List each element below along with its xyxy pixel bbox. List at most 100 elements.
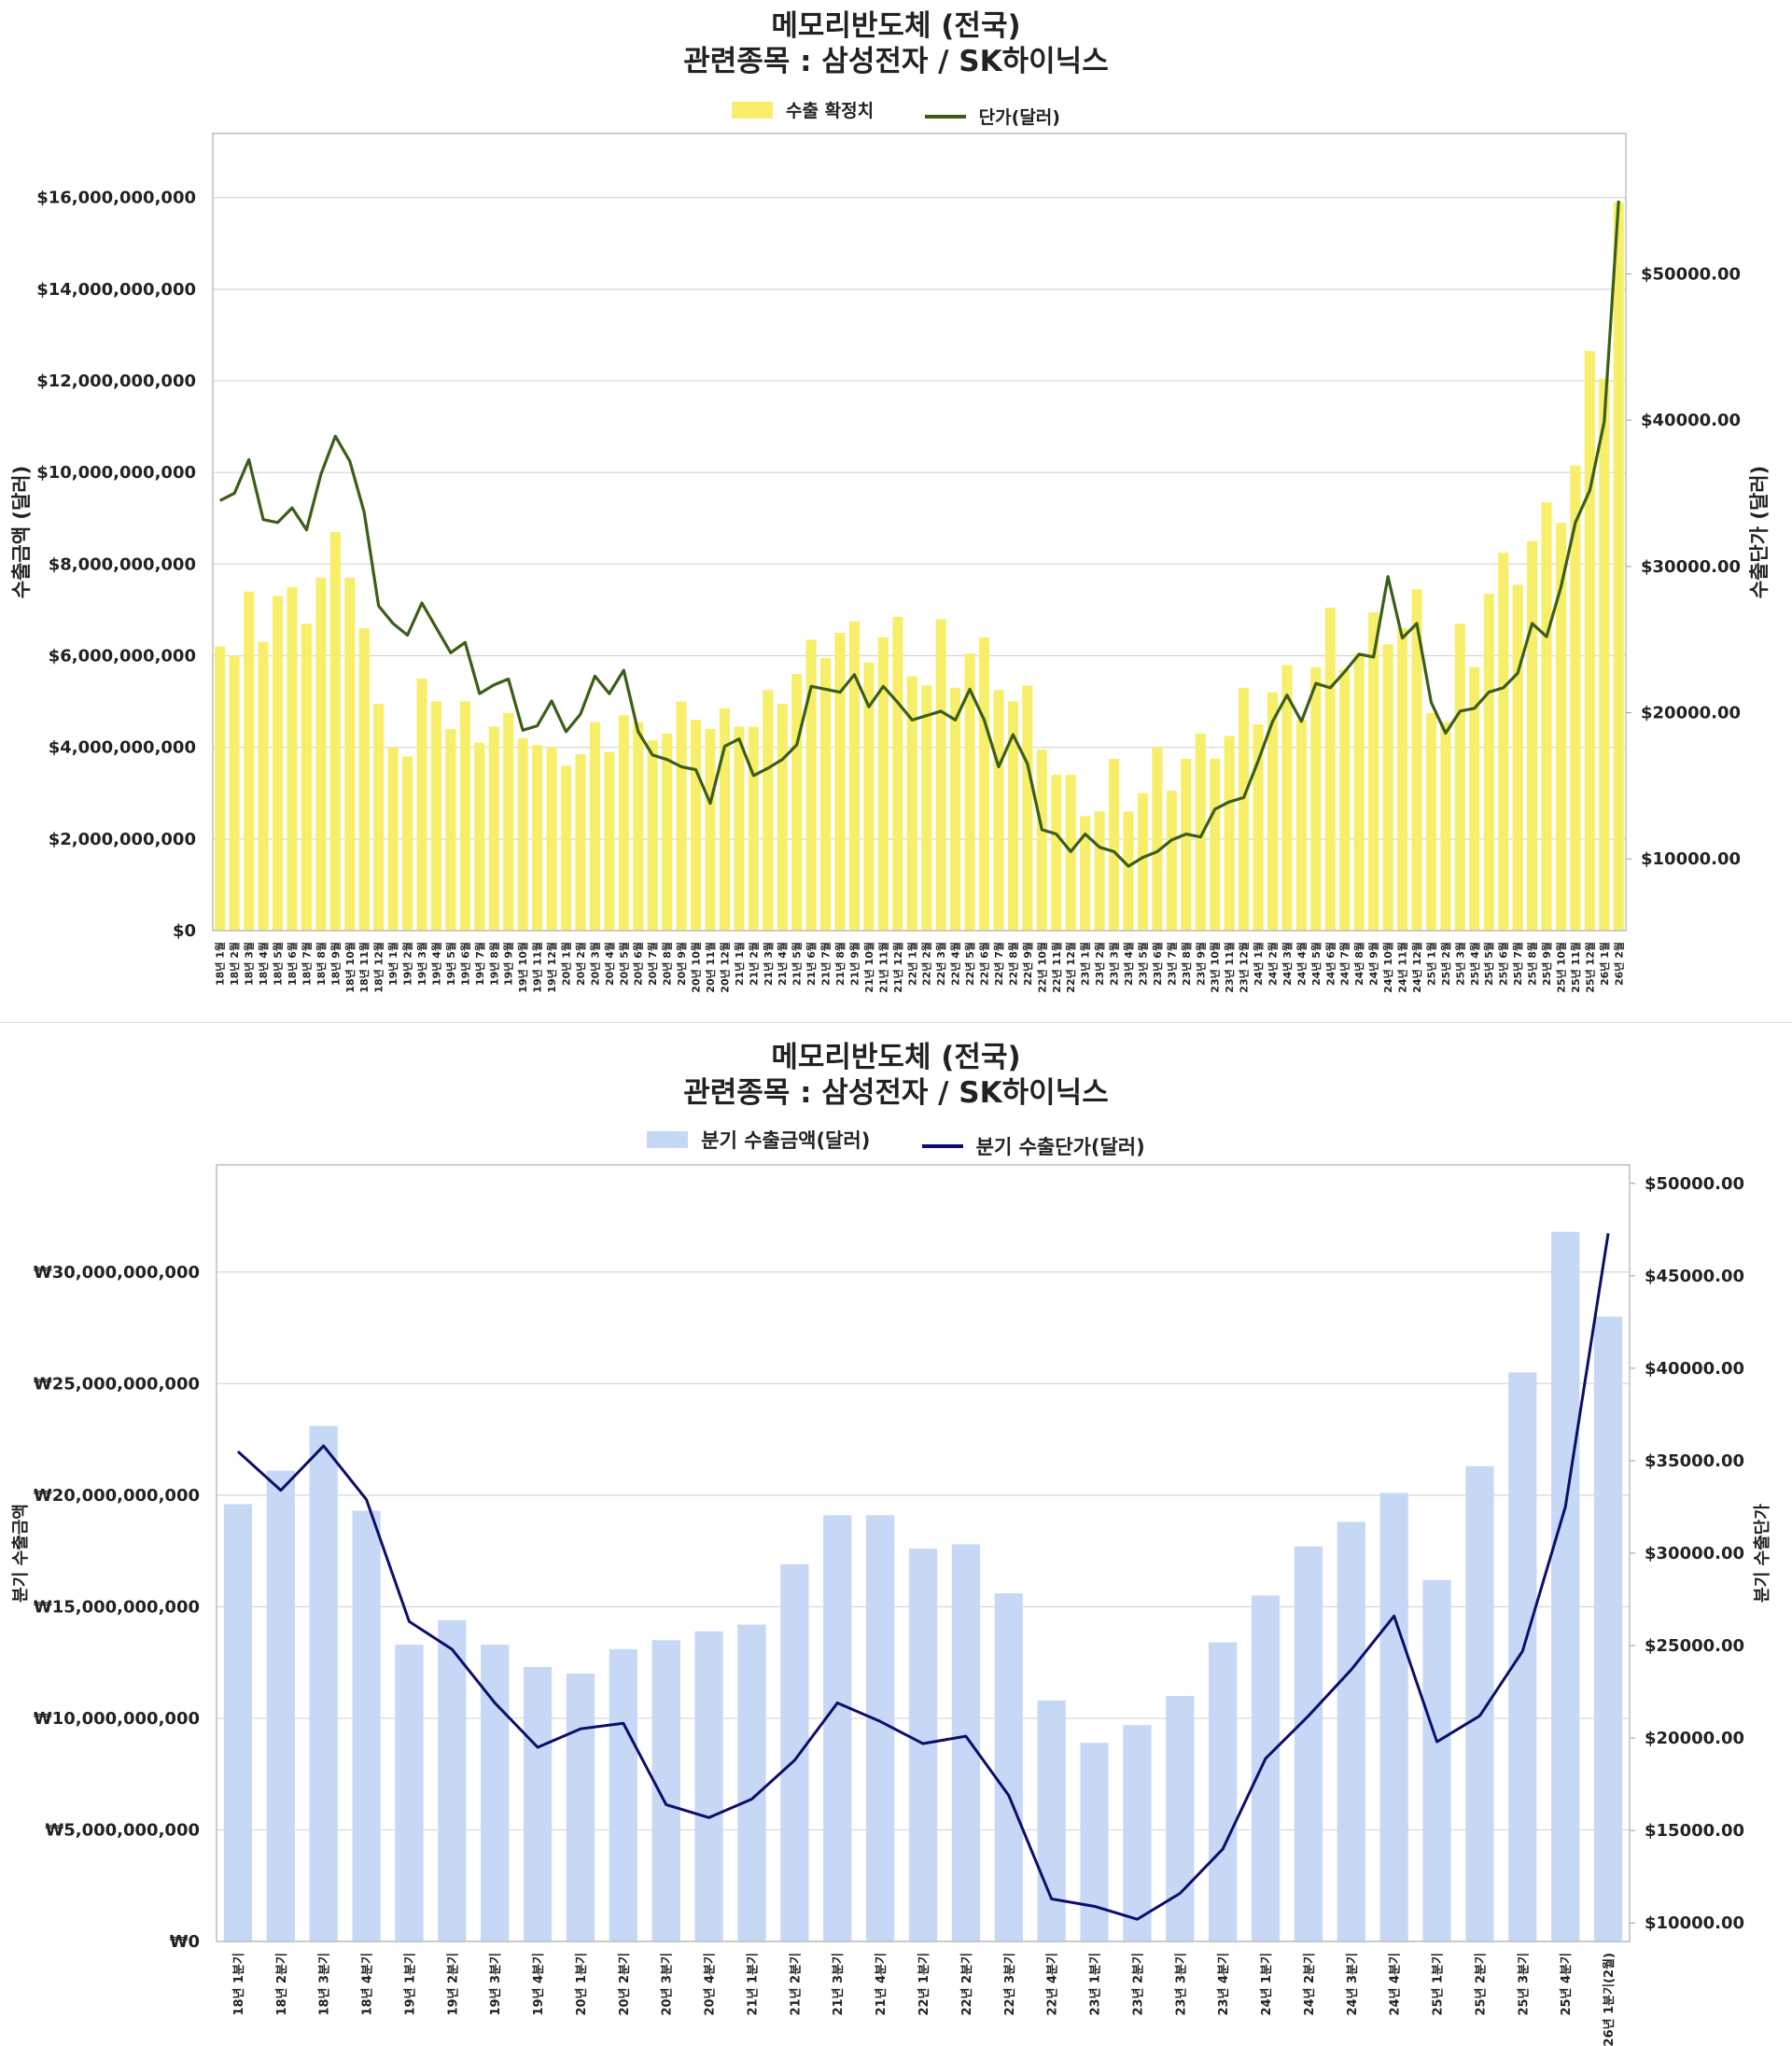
chart2-legend-line-label: 분기 수출단가(달러) bbox=[975, 1136, 1145, 1158]
chart1-xtick: 23년 5월 bbox=[1136, 942, 1149, 986]
chart1-xtick: 18년 7월 bbox=[300, 942, 313, 986]
chart1-legend: 수출 확정치 단가(달러) bbox=[0, 97, 1792, 129]
chart2-bar bbox=[1080, 1743, 1109, 1941]
chart1-legend-line: 단가(달러) bbox=[924, 104, 1060, 129]
chart1-xtick: 19년 12월 bbox=[545, 942, 558, 993]
chart1-xtick: 24년 9월 bbox=[1367, 942, 1380, 986]
chart1-ylabel-left: 수출금액 (달러) bbox=[10, 466, 33, 598]
chart1-title-line1: 메모리반도체 (전국) bbox=[771, 9, 1021, 43]
chart1-bar bbox=[647, 740, 658, 931]
chart1-legend-line-label: 단가(달러) bbox=[978, 107, 1060, 128]
chart2-bar bbox=[951, 1544, 981, 1941]
chart1-xtick: 22년 11월 bbox=[1050, 942, 1063, 993]
chart1-xtick: 18년 9월 bbox=[329, 942, 342, 986]
chart2-xtick: 22년 4분기 bbox=[1046, 1953, 1060, 2016]
chart1-xtick: 20년 4월 bbox=[603, 942, 616, 986]
chart1-bar bbox=[1137, 792, 1149, 931]
chart1-bar bbox=[892, 616, 903, 931]
chart1-bar bbox=[1007, 701, 1018, 931]
chart2-bar bbox=[1037, 1700, 1066, 1941]
chart1-bar bbox=[373, 704, 385, 931]
chart1-xtick: 18년 3월 bbox=[243, 942, 256, 986]
chart1-xtick: 23년 1월 bbox=[1079, 942, 1092, 986]
chart1-xtick: 22년 12월 bbox=[1064, 942, 1077, 993]
chart1-yleft-tick: $8,000,000,000 bbox=[49, 554, 196, 574]
chart2-xtick: 20년 1분기 bbox=[575, 1953, 589, 2016]
chart2-xtick: 25년 3분기 bbox=[1517, 1953, 1531, 2016]
chart2-legend: 분기 수출금액(달러) 분기 수출단가(달러) bbox=[0, 1126, 1792, 1160]
chart1-xtick: 24년 1월 bbox=[1252, 942, 1265, 986]
chart1-xtick: 20년 11월 bbox=[704, 942, 717, 993]
chart1-xtick: 23년 8월 bbox=[1180, 942, 1193, 986]
chart1-bar bbox=[1253, 724, 1264, 931]
chart1-xtick: 22년 10월 bbox=[1035, 942, 1048, 993]
chart2-xtick: 24년 1분기 bbox=[1260, 1953, 1274, 2016]
chart1-xtick: 25년 5월 bbox=[1482, 942, 1495, 986]
chart2-xtick: 23년 2분기 bbox=[1131, 1953, 1145, 2016]
chart1-bar bbox=[1483, 594, 1494, 931]
chart1-legend-bar-swatch bbox=[732, 101, 774, 119]
chart2-bar bbox=[566, 1674, 595, 1941]
chart2-bar bbox=[438, 1619, 467, 1941]
chart1-bar bbox=[1022, 685, 1033, 931]
chart1-xtick: 26년 2월 bbox=[1612, 942, 1625, 986]
chart1-bar bbox=[1195, 733, 1206, 931]
chart2-bar bbox=[865, 1515, 895, 1941]
chart1-bar bbox=[532, 745, 543, 931]
chart1-bar bbox=[1454, 624, 1465, 931]
chart2-bar bbox=[1294, 1546, 1323, 1941]
chart1-yleft-tick: $14,000,000,000 bbox=[36, 280, 196, 300]
chart1-bar bbox=[734, 726, 745, 931]
chart2-yright-tick: $50000.00 bbox=[1645, 1174, 1744, 1194]
chart2-xtick: 18년 4분기 bbox=[361, 1953, 375, 2016]
chart1-xtick: 22년 6월 bbox=[978, 942, 991, 986]
chart2-xtick: 25년 2분기 bbox=[1474, 1953, 1488, 2016]
chart1-xtick: 18년 11월 bbox=[357, 942, 371, 993]
chart2-title-line1: 메모리반도체 (전국) bbox=[771, 1041, 1021, 1074]
chart1-yleft-tick: $16,000,000,000 bbox=[36, 189, 196, 208]
chart2-bar bbox=[1422, 1579, 1451, 1941]
chart1-xtick: 19년 8월 bbox=[487, 942, 500, 986]
chart1-plot-frame bbox=[212, 133, 1627, 932]
chart1-xtick: 26년 1월 bbox=[1598, 942, 1611, 986]
chart1-xtick: 21년 9월 bbox=[847, 942, 861, 986]
chart2-yright-tick: $15000.00 bbox=[1645, 1821, 1744, 1841]
chart1-xtick: 20년 3월 bbox=[588, 942, 601, 986]
chart2-yleft-tick: ₩30,000,000,000 bbox=[34, 1263, 200, 1282]
chart2-plot-frame bbox=[216, 1164, 1631, 1942]
chart1-xtick: 25년 4월 bbox=[1468, 942, 1481, 986]
chart1-bar bbox=[1310, 666, 1322, 931]
chart1-xtick: 22년 3월 bbox=[934, 942, 947, 986]
chart2-bar bbox=[1123, 1725, 1152, 1941]
chart1-bar bbox=[1051, 775, 1062, 931]
chart2-bar bbox=[823, 1515, 852, 1941]
chart1-xtick: 24년 11월 bbox=[1396, 942, 1409, 993]
chart1-bar bbox=[763, 690, 774, 931]
chart2-legend-bar-label: 분기 수출금액(달러) bbox=[701, 1129, 871, 1152]
chart1-bar bbox=[1239, 687, 1250, 931]
chart1-xtick: 19년 9월 bbox=[502, 942, 515, 986]
chart1-bar bbox=[877, 637, 889, 931]
chart2-xtick: 22년 3분기 bbox=[1003, 1953, 1017, 2016]
chart1-bar bbox=[1411, 589, 1422, 931]
chart1-bar bbox=[705, 729, 716, 931]
chart1-bar bbox=[344, 578, 356, 931]
chart2-title-line2: 관련종목 : 삼성전자 / SK하이닉스 bbox=[683, 1076, 1109, 1110]
chart2-xtick: 23년 1분기 bbox=[1089, 1953, 1103, 2016]
chart2-bar bbox=[1465, 1465, 1494, 1941]
chart2-xtick: 19년 3분기 bbox=[489, 1953, 503, 2016]
chart1-xtick: 21년 2월 bbox=[747, 942, 760, 986]
chart2-yright-tick: $35000.00 bbox=[1645, 1451, 1744, 1471]
chart1-bar bbox=[777, 704, 788, 931]
chart1-bar bbox=[906, 676, 917, 931]
chart1-xtick: 22년 8월 bbox=[1006, 942, 1019, 986]
chart2-bar bbox=[223, 1504, 253, 1941]
chart1-yright-tick: $50000.00 bbox=[1641, 264, 1741, 284]
chart1-bar bbox=[604, 751, 615, 931]
chart1-bar bbox=[1152, 747, 1163, 931]
chart1-bar bbox=[863, 662, 875, 931]
chart1-xtick: 21년 12월 bbox=[891, 942, 904, 993]
chart1-xtick: 18년 8월 bbox=[315, 942, 328, 986]
chart1-bar bbox=[1339, 669, 1351, 931]
chart1-bar bbox=[546, 747, 557, 931]
